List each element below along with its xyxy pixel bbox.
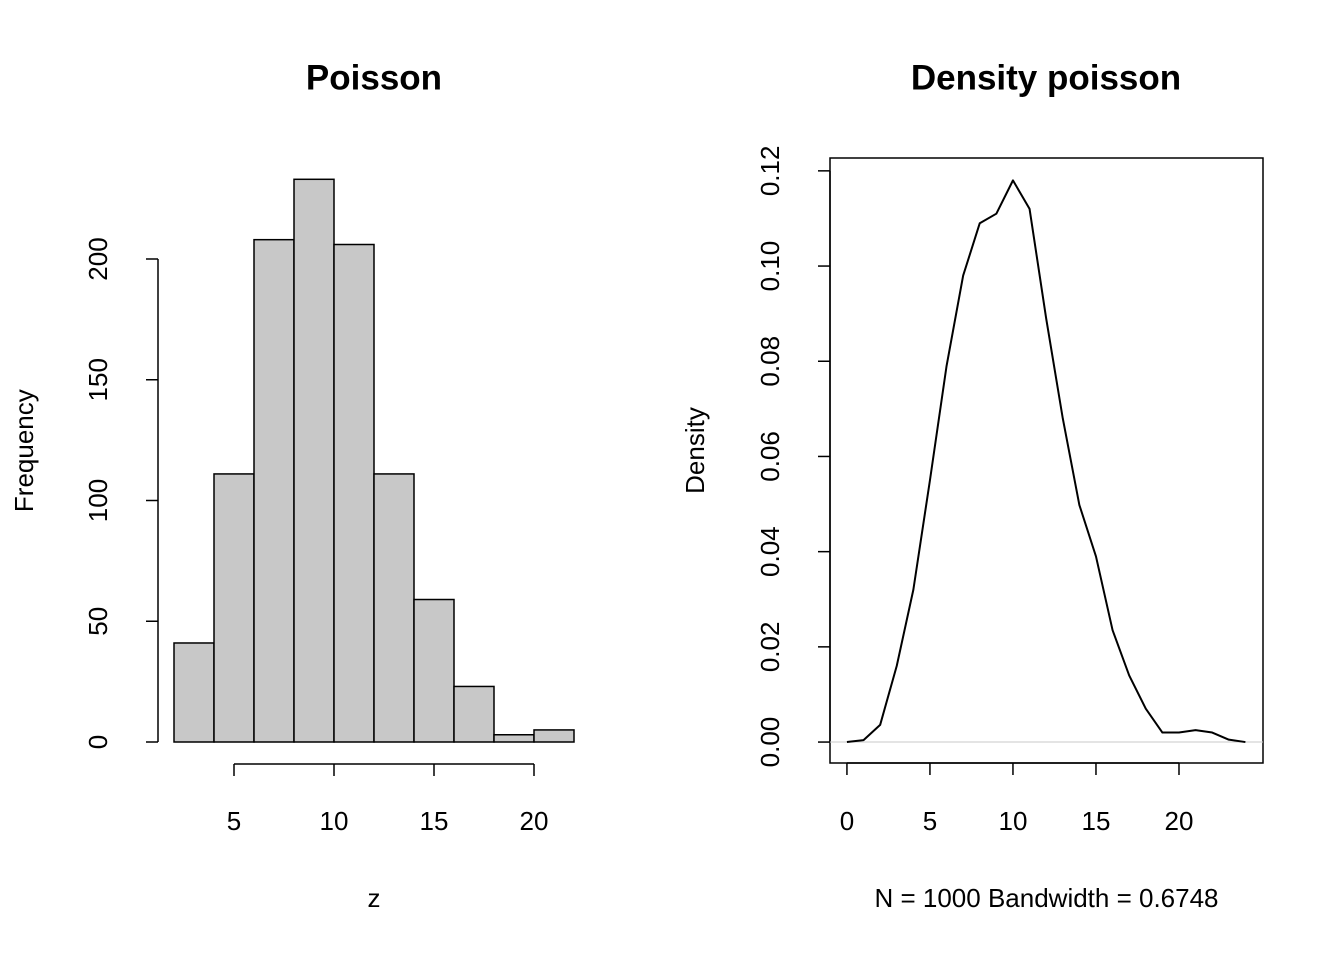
x-tick-label: 0 (840, 806, 854, 836)
bar (533, 729, 575, 743)
x-tick-label: 5 (923, 806, 937, 836)
y-tick-label: 0.10 (755, 241, 785, 292)
x-tick-label: 10 (999, 806, 1028, 836)
y-tick-label: 0.12 (755, 146, 785, 197)
x-tick-label: 20 (520, 806, 549, 836)
bar (493, 734, 535, 743)
x-tick-label: 10 (320, 806, 349, 836)
chart-title: Poisson (306, 58, 442, 97)
y-tick-label: 0.08 (755, 336, 785, 387)
x-axis-label: N = 1000 Bandwidth = 0.6748 (874, 883, 1218, 913)
y-tick-label: 0.06 (755, 431, 785, 482)
plot-frame (829, 157, 1264, 764)
y-tick-label: 0.04 (755, 526, 785, 577)
density-line (846, 179, 1246, 744)
x-axis-label: z (368, 883, 381, 913)
x-tick-label: 20 (1165, 806, 1194, 836)
chart-title: Density poisson (911, 58, 1181, 97)
bar (293, 178, 335, 743)
y-axis-label: Frequency (9, 389, 39, 512)
y-tick-label: 0 (83, 735, 113, 749)
y-tick-label: 0.02 (755, 622, 785, 673)
bar (213, 473, 255, 743)
x-tick-label: 5 (227, 806, 241, 836)
y-axis-label: Density (680, 407, 710, 494)
x-tick-label: 15 (420, 806, 449, 836)
y-tick-label: 200 (83, 237, 113, 280)
y-tick-label: 50 (83, 607, 113, 636)
bar (173, 642, 215, 743)
y-tick-label: 0.00 (755, 717, 785, 768)
bar (413, 598, 455, 743)
bar (453, 685, 495, 743)
bar (333, 243, 375, 743)
y-tick-label: 100 (83, 479, 113, 522)
y-tick-label: 150 (83, 358, 113, 401)
bar (253, 238, 295, 743)
x-tick-label: 15 (1082, 806, 1111, 836)
bar (373, 473, 415, 743)
